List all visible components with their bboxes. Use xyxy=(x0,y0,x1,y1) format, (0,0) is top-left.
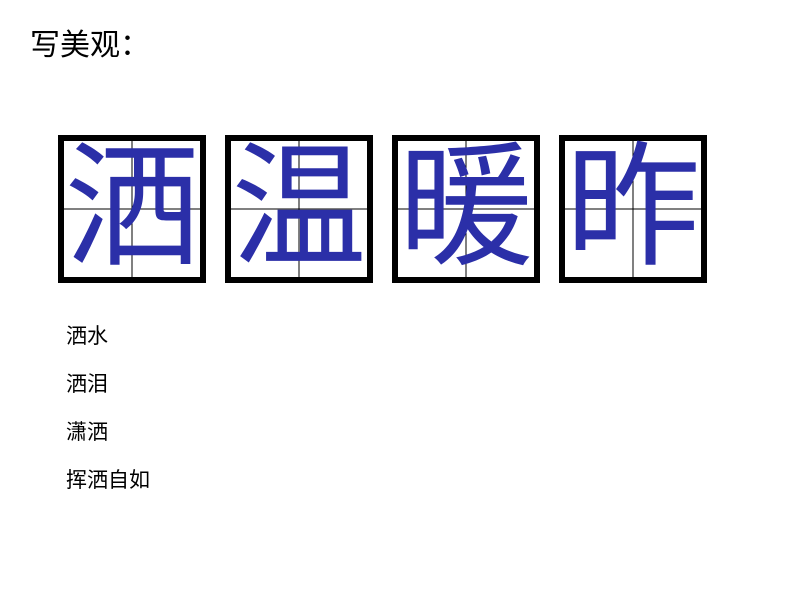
char-box: 暖 xyxy=(392,135,540,283)
word-item: 洒泪 xyxy=(66,368,150,398)
char-box: 昨 xyxy=(559,135,707,283)
word-item: 洒水 xyxy=(66,320,150,350)
word-item: 挥洒自如 xyxy=(66,464,150,494)
char-box: 洒 xyxy=(58,135,206,283)
char-glyph: 温 xyxy=(232,142,367,277)
words-list: 洒水 洒泪 潇洒 挥洒自如 xyxy=(66,320,150,494)
character-boxes-row: 洒 温 暖 昨 xyxy=(58,135,707,283)
word-item: 潇洒 xyxy=(66,416,150,446)
char-glyph: 洒 xyxy=(65,142,200,277)
char-glyph: 昨 xyxy=(566,142,701,277)
char-glyph: 暖 xyxy=(399,142,534,277)
page-title: 写美观： xyxy=(30,20,150,64)
char-box: 温 xyxy=(225,135,373,283)
